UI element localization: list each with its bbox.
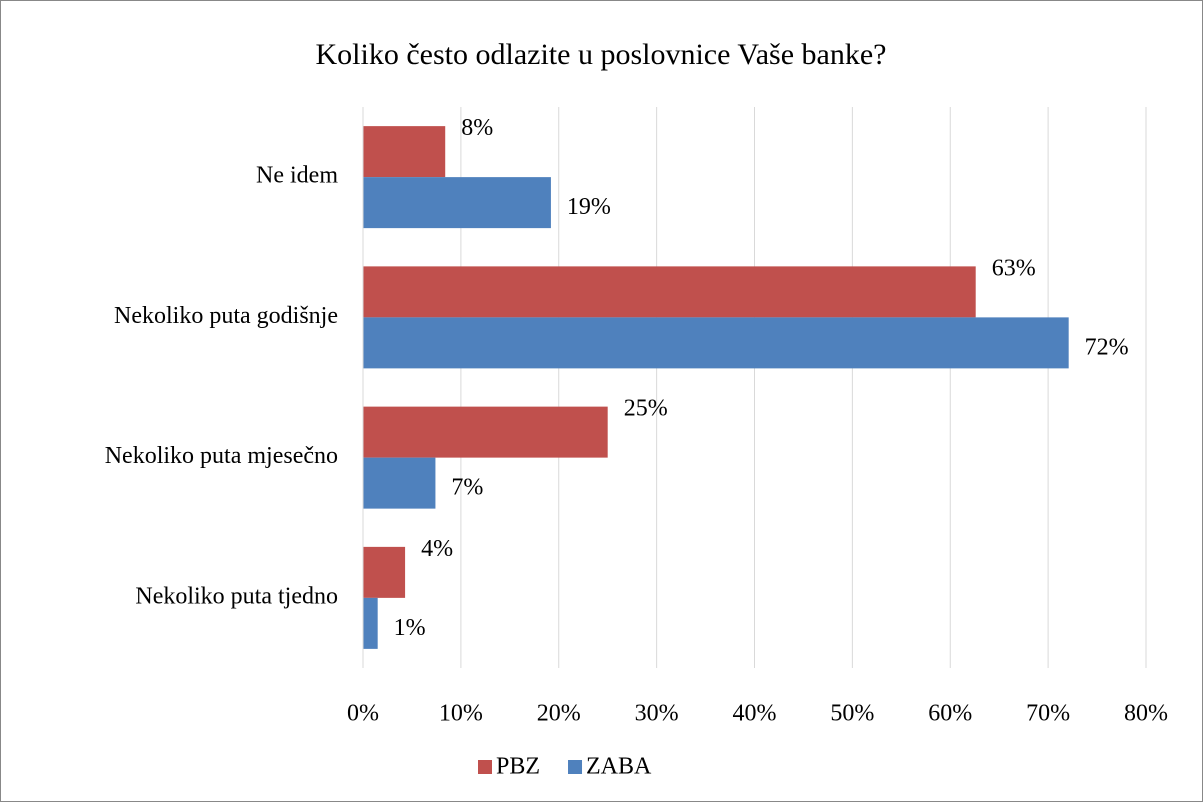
y-tick-label: Nekoliko puta godišnje: [114, 303, 338, 329]
data-label: 72%: [1085, 334, 1129, 360]
bar: [363, 457, 436, 509]
legend-swatch: [568, 760, 583, 774]
bar: [363, 177, 551, 229]
x-tick-label: 70%: [1026, 701, 1070, 727]
data-label: 7%: [451, 475, 483, 501]
x-tick-label: 10%: [439, 701, 483, 727]
bar: [363, 546, 406, 598]
y-tick-label: Nekoliko puta tjedno: [135, 583, 338, 609]
legend-swatch: [478, 760, 492, 774]
x-tick-label: 40%: [733, 701, 777, 727]
x-tick-label: 30%: [635, 701, 679, 727]
bar: [363, 317, 1069, 369]
x-tick-label: 20%: [537, 701, 581, 727]
data-label: 4%: [421, 536, 453, 562]
x-tick-label: 60%: [928, 701, 972, 727]
chart-title: Koliko često odlazite u poslovnice Vaše …: [316, 38, 887, 71]
bar: [363, 597, 378, 649]
data-label: 63%: [992, 255, 1036, 281]
y-tick-label: Nekoliko puta mjesečno: [105, 443, 338, 469]
data-label: 1%: [394, 615, 426, 641]
data-label: 25%: [624, 396, 668, 422]
y-tick-label: Ne idem: [256, 163, 338, 189]
bar: [363, 266, 976, 318]
legend-label: PBZ: [496, 754, 540, 780]
data-label: 19%: [567, 194, 611, 220]
data-label: 8%: [461, 115, 493, 141]
x-tick-label: 80%: [1124, 701, 1168, 727]
x-tick-label: 0%: [347, 701, 379, 727]
x-tick-label: 50%: [830, 701, 874, 727]
bar: [363, 126, 446, 178]
bar: [363, 406, 608, 458]
legend-label: ZABA: [586, 754, 652, 780]
